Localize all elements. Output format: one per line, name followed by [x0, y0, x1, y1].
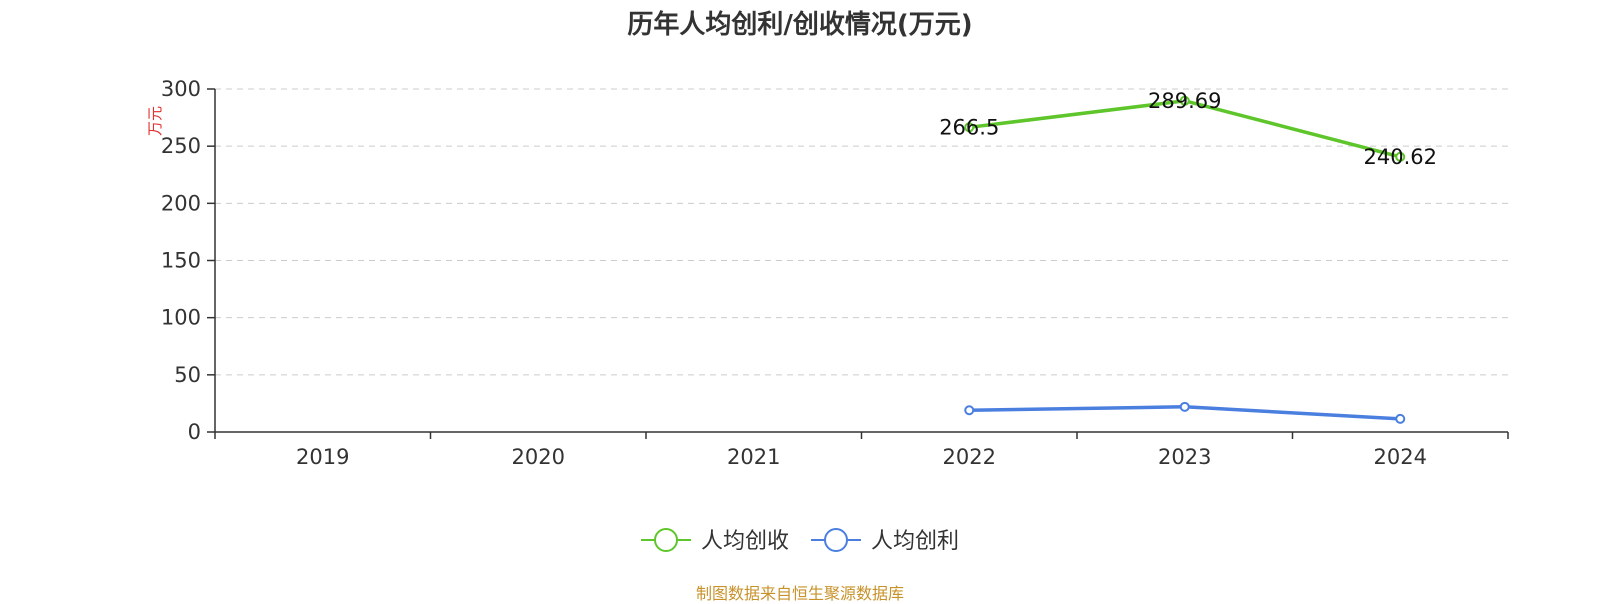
legend-label-1[interactable]: 人均创收 — [701, 529, 789, 554]
y-tick-label: 250 — [161, 134, 201, 158]
data-label: 240.62 — [1364, 145, 1437, 169]
data-point[interactable] — [964, 122, 975, 133]
x-tick-label: 2021 — [727, 445, 780, 469]
y-tick-label: 0 — [188, 420, 201, 444]
legend-label-2[interactable]: 人均创利 — [871, 529, 959, 554]
data-point[interactable] — [964, 405, 975, 416]
data-point[interactable] — [1179, 95, 1190, 106]
data-label: 266.5 — [939, 115, 999, 139]
y-tick-label: 300 — [161, 77, 201, 101]
x-tick-label: 2019 — [296, 445, 349, 469]
data-source-note: 制图数据来自恒生聚源数据库 — [695, 584, 904, 603]
y-tick-label: 50 — [174, 363, 201, 387]
chart-title: 历年人均创利/创收情况(万元) — [627, 10, 973, 40]
y-tick-label: 150 — [161, 249, 201, 273]
x-tick-label: 2023 — [1158, 445, 1211, 469]
x-tick-label: 2022 — [943, 445, 996, 469]
y-tick-label: 100 — [161, 306, 201, 330]
y-tick-label: 200 — [161, 191, 201, 215]
x-tick-label: 2020 — [512, 445, 565, 469]
x-tick-label: 2024 — [1374, 445, 1427, 469]
data-point[interactable] — [1179, 401, 1190, 412]
data-label: 289.69 — [1148, 89, 1221, 113]
y-axis-unit-label: 万元 — [146, 106, 164, 136]
legend-marker-1[interactable] — [654, 528, 678, 552]
legend-marker-2[interactable] — [824, 528, 848, 552]
data-point[interactable] — [1395, 413, 1406, 424]
data-point[interactable] — [1395, 151, 1406, 162]
